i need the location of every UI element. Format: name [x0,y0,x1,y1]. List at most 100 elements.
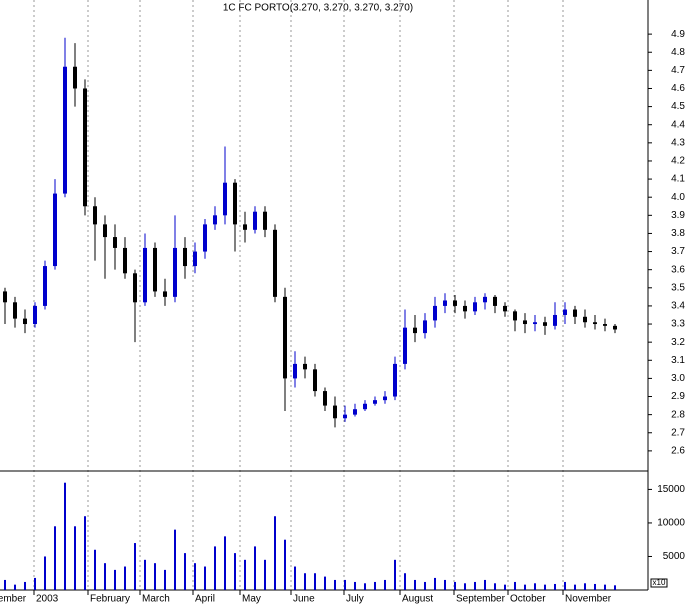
x-tick-label: July [346,594,364,604]
volume-bar [444,579,446,590]
candle-body [283,296,287,379]
x-tick-label: March [142,594,170,604]
volume-bar [164,569,166,590]
candle-body [553,314,557,326]
y-tick-label: 3.6 [671,264,685,275]
candle-body [233,182,237,225]
candle-body [473,302,477,312]
y-tick-label: 4.2 [671,156,685,167]
volume-bar [244,559,246,590]
x-tick-label: April [195,594,215,604]
volume-bar [304,573,306,590]
candle-body [583,316,587,323]
volume-bar [274,516,276,590]
y-tick-label: 4.4 [671,119,685,130]
candle-body [573,309,577,317]
candle-body [543,322,547,326]
volume-bar [64,482,66,590]
candle-body [223,182,227,216]
candle-body [173,247,177,297]
candle-body [423,320,427,334]
y-tick-label: 4.1 [671,174,685,185]
candle-body [513,311,517,321]
volume-bar [434,577,436,590]
volume-bar [314,573,316,590]
candle-body [503,305,507,312]
y-tick-label: 3.9 [671,210,685,221]
y-tick-label: 3.1 [671,355,685,366]
volume-bar [394,559,396,590]
volume-bar [84,516,86,590]
y-tick-label: 3.3 [671,319,685,330]
volume-bar [554,583,556,590]
candle-body [243,224,247,230]
volume-bar [14,584,16,590]
candle-body [53,193,57,267]
y-tick-label: 3.7 [671,246,685,257]
volume-bar [144,559,146,590]
volume-bar [324,576,326,590]
candle-body [143,247,147,303]
volume-bar [284,539,286,590]
y-tick-label: 3.2 [671,337,685,348]
volume-bar [94,549,96,590]
candle-body [403,327,407,364]
y-tick-label: 4.6 [671,83,685,94]
y-tick-label: 3.4 [671,301,685,312]
candle-body [23,318,27,325]
volume-bar [294,566,296,590]
volume-bar [364,583,366,590]
y-tick-label: 4.8 [671,47,685,58]
candle-body [563,309,567,315]
candle-body [123,247,127,274]
candle-body [193,251,197,267]
volume-bar [494,583,496,590]
candle-body [323,391,327,406]
volume-bar [404,573,406,590]
volume-bar [254,546,256,590]
volume-bar [214,546,216,590]
volume-bar [454,581,456,590]
volume-bar [204,566,206,590]
volume-bar [374,581,376,590]
volume-bar [114,569,116,590]
volume-bar [544,584,546,590]
volume-bar [354,581,356,590]
x-tick-label: October [510,594,546,604]
volume-bar [584,583,586,590]
y-tick-label: 3.0 [671,373,685,384]
volume-bar [504,584,506,590]
volume-bar [474,581,476,590]
y-tick-label: 2.9 [671,391,685,402]
volume-bar [224,536,226,590]
candle-body [133,273,137,303]
candle-body [183,247,187,267]
x-tick-label: 2003 [36,594,59,604]
candle-body [3,291,7,303]
volume-bar [574,584,576,590]
volume-bar [174,529,176,590]
candle-body [33,305,37,325]
candle-body [353,409,357,415]
y-tick-label: 15000 [657,484,685,495]
y-tick-label: 3.8 [671,228,685,239]
candle-body [13,302,17,319]
candle-body [603,324,607,326]
candle-body [113,237,117,248]
candle-body [313,369,317,392]
candle-body [93,206,97,225]
candle-body [373,400,377,404]
candle-body [483,296,487,303]
y-tick-label: 2.6 [671,446,685,457]
volume-bar [614,585,616,590]
candle-body [383,396,387,401]
volume-bar [514,581,516,590]
volume-bar [154,563,156,590]
candle-body [333,405,337,419]
candle-body [343,414,347,419]
candle-body [253,211,257,230]
volume-bar [564,581,566,590]
candle-body [463,305,467,312]
y-tick-label: 4.3 [671,137,685,148]
